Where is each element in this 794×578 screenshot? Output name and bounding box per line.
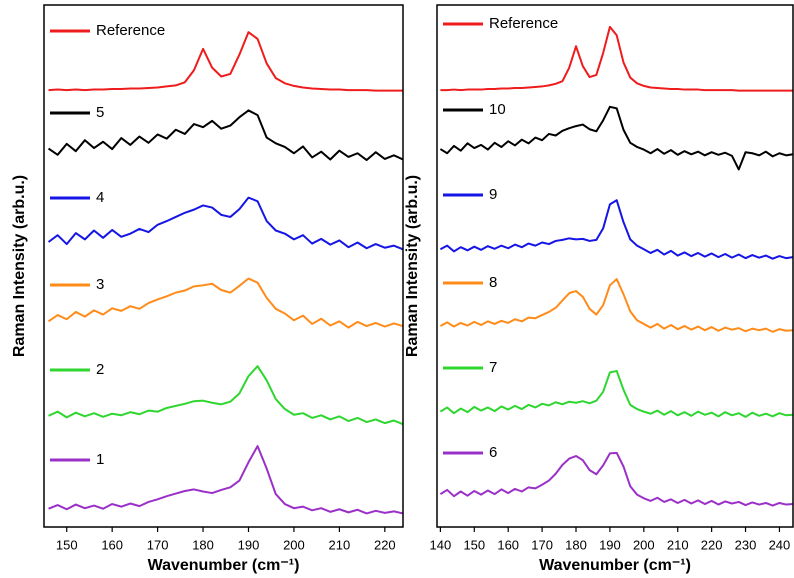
legend-label: 5 [96,104,104,121]
x-tick-label: 240 [769,537,791,552]
legend-label: 10 [489,101,506,118]
x-tick-label: 150 [56,537,78,552]
x-tick-label: 150 [463,537,485,552]
x-tick-label: 230 [735,537,757,552]
spectrum-line [48,365,404,426]
legend-label: 7 [489,359,497,376]
spectrum-line [439,451,794,507]
spectrum-line [47,109,404,162]
spectrum-line [440,25,793,92]
spectrum-line [47,277,404,329]
x-tick-label: 140 [430,537,452,552]
legend-label: 3 [96,276,104,293]
x-tick-label: 210 [329,537,351,552]
spectrum-line [47,196,404,251]
x-tick-label: 170 [531,537,553,552]
legend-label: 4 [96,189,104,206]
plot-frame [43,4,404,528]
x-tick-label: 190 [238,537,260,552]
spectrum-line [439,105,794,171]
x-tick-label: 200 [633,537,655,552]
x-tick-label: 170 [147,537,169,552]
x-tick-label: 190 [599,537,621,552]
legend-label: 8 [489,274,497,291]
x-tick-label: 160 [101,537,123,552]
x-tick-label: 160 [497,537,519,552]
spectrum-line [48,31,403,92]
legend-label: 2 [96,361,104,378]
x-tick-label: 220 [374,537,396,552]
spectrum-line [48,445,404,515]
legend-label: 1 [96,451,104,468]
y-axis-title: Raman Intensity (arb.u.) [11,175,28,357]
legend-label: Reference [489,15,558,32]
spectrum-line [439,199,794,260]
legend-label: 6 [489,444,497,461]
legend-label: 9 [489,186,497,203]
legend-label: Reference [96,22,165,39]
x-axis-title: Wavenumber (cm⁻¹) [539,557,691,574]
spectrum-line [439,369,794,418]
x-tick-label: 210 [667,537,689,552]
x-tick-label: 220 [701,537,723,552]
x-axis-title: Wavenumber (cm⁻¹) [148,557,300,574]
spectrum-line [439,278,794,333]
y-axis-title: Raman Intensity (arb.u.) [404,175,421,357]
x-tick-label: 200 [283,537,305,552]
plot-frame [436,4,794,528]
x-tick-label: 180 [192,537,214,552]
x-tick-label: 180 [565,537,587,552]
